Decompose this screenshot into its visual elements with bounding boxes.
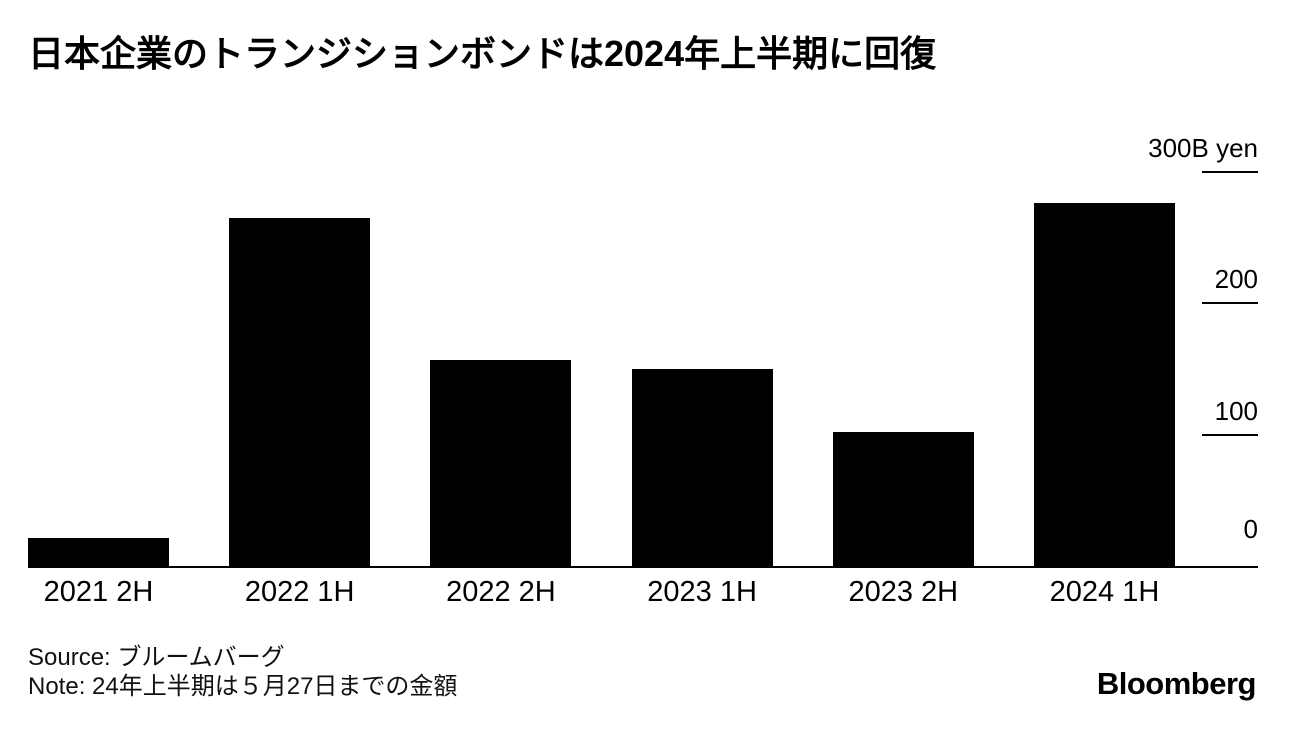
bar-2021-2h (28, 538, 169, 566)
bloomberg-logo: Bloomberg (1096, 666, 1257, 701)
bar-2023-1h (631, 368, 773, 567)
y-tick-line (1202, 302, 1258, 304)
x-axis-label: 2023 2H (848, 576, 959, 608)
x-axis-label: 2023 1H (647, 576, 757, 608)
y-tick-label: 200 (1214, 264, 1258, 295)
x-axis-label: 2024 1H (1049, 576, 1160, 608)
y-tick-label: 300B yen (1148, 132, 1258, 163)
x-axis-label: 2021 2H (43, 576, 154, 608)
note-text: Note: 24年上半期は５月27日までの金額 (28, 673, 458, 700)
y-tick-label: 0 (1243, 514, 1258, 545)
x-axis-label: 2022 1H (244, 576, 355, 608)
bar-2023-2h (832, 431, 974, 566)
x-axis-line (28, 566, 1258, 568)
bar-2022-1h (229, 217, 371, 566)
source-text: Source: ブルームバーグ (28, 644, 285, 671)
bar-2024-1h (1034, 203, 1175, 566)
bar-2022-2h (430, 359, 572, 566)
y-tick-label: 100 (1214, 395, 1258, 426)
y-tick-line (1202, 433, 1258, 436)
x-axis-label: 2022 2H (446, 576, 556, 608)
chart-title: 日本企業のトランジションボンドは2024年上半期に回復 (28, 33, 937, 74)
y-tick-line (1202, 170, 1258, 173)
